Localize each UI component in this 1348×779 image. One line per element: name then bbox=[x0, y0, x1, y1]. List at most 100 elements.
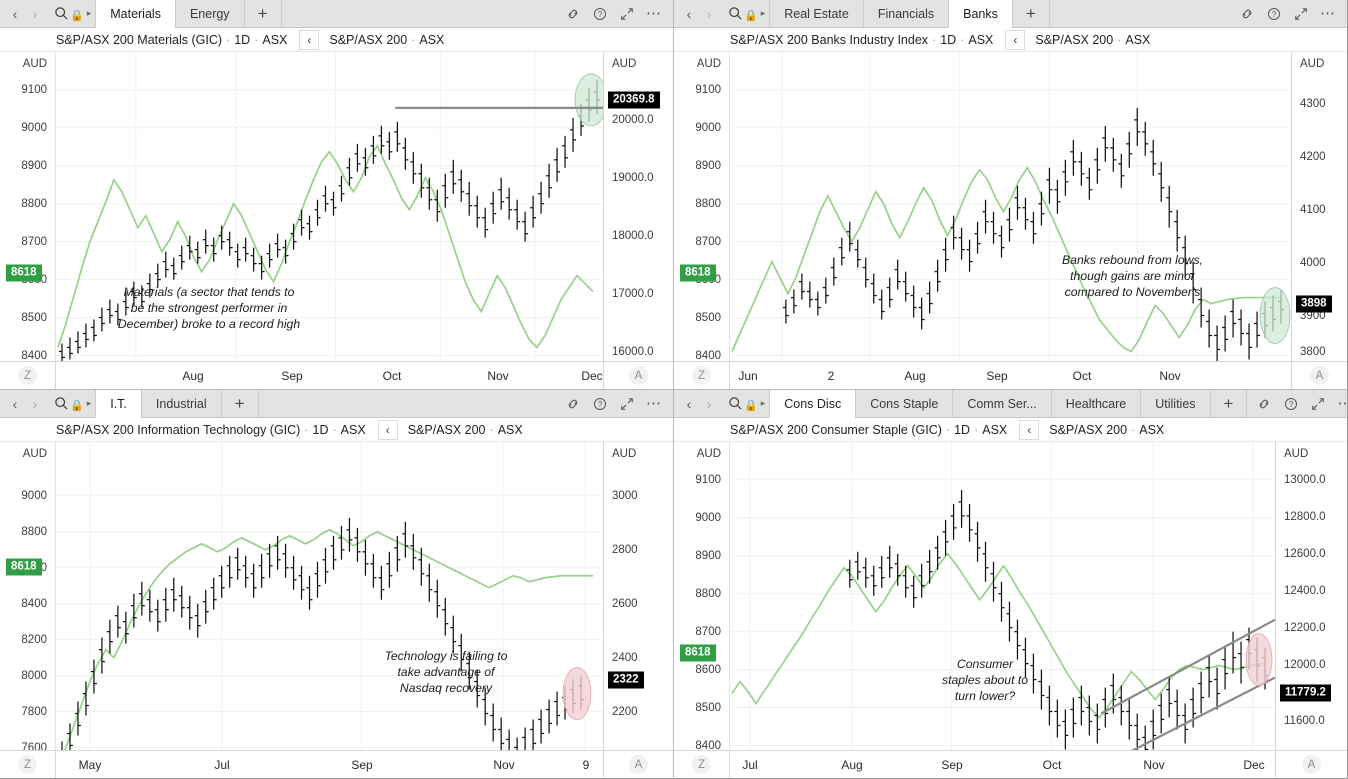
nav-back-icon[interactable]: ‹ bbox=[686, 395, 692, 412]
chart-exchange: ASX bbox=[340, 422, 366, 437]
price-axis-right[interactable]: AUD 20000.0 19000.0 18000.0 17000.0 1600… bbox=[603, 52, 673, 361]
link-icon[interactable] bbox=[1256, 396, 1271, 411]
axis-tick: 2800 bbox=[612, 544, 638, 556]
tab-cons-disc[interactable]: Cons Disc bbox=[769, 390, 856, 418]
plot-area-infotech[interactable]: Technology is failing to take advantage … bbox=[56, 442, 603, 750]
tab-utilities[interactable]: Utilities bbox=[1140, 390, 1209, 417]
symbol-search[interactable]: 🔒 ▸ bbox=[720, 390, 769, 417]
auto-scale-button[interactable]: A bbox=[1291, 362, 1347, 389]
lock-icon[interactable]: 🔒 bbox=[744, 400, 758, 412]
zoom-out-button[interactable]: Z bbox=[674, 362, 730, 389]
collapse-compare-button[interactable]: ‹ bbox=[377, 419, 398, 440]
plot-area-consumer[interactable]: Consumer staples about to turn lower? bbox=[730, 442, 1275, 750]
collapse-compare-button[interactable]: ‹ bbox=[299, 29, 320, 50]
plot-area-banks[interactable]: Banks rebound from lows, though gains ar… bbox=[730, 52, 1291, 361]
price-axis-left[interactable]: AUD 9100 9000 8900 8800 8700 8600 8500 8… bbox=[0, 52, 56, 362]
axis-tick: 19000.0 bbox=[612, 172, 654, 184]
chart-symbol[interactable]: S&P/ASX 200 Banks Industry Index bbox=[730, 32, 929, 47]
chart-interval[interactable]: 1D bbox=[940, 32, 957, 47]
add-tab-button[interactable]: + bbox=[220, 390, 258, 417]
chevron-right-icon[interactable]: ▸ bbox=[86, 8, 92, 18]
tab-banks[interactable]: Banks bbox=[948, 0, 1012, 28]
auto-scale-button[interactable]: A bbox=[603, 362, 673, 389]
chart-interval[interactable]: 1D bbox=[954, 422, 971, 437]
tab-it[interactable]: I.T. bbox=[95, 390, 141, 418]
chart-symbol[interactable]: S&P/ASX 200 Consumer Staple (GIC) bbox=[730, 422, 942, 437]
nav-back-icon[interactable]: ‹ bbox=[12, 5, 18, 22]
time-label-strip[interactable]: Jul Aug Sep Oct Nov Dec bbox=[730, 751, 1275, 778]
auto-scale-button[interactable]: A bbox=[1275, 751, 1347, 778]
chevron-right-icon[interactable]: ▸ bbox=[760, 8, 766, 18]
chevron-right-icon[interactable]: ▸ bbox=[760, 398, 766, 408]
symbol-search[interactable]: 🔒 ▸ bbox=[46, 0, 95, 27]
add-tab-button[interactable]: + bbox=[1209, 390, 1247, 417]
nav-forward-icon[interactable]: › bbox=[706, 395, 712, 412]
svg-text:?: ? bbox=[1289, 399, 1294, 408]
fullscreen-icon[interactable] bbox=[619, 396, 634, 411]
fullscreen-icon[interactable] bbox=[1310, 396, 1325, 411]
time-label-strip[interactable]: Jun 2 Aug Sep Oct Nov bbox=[730, 362, 1291, 389]
collapse-compare-button[interactable]: ‹ bbox=[1005, 29, 1026, 50]
tab-industrial[interactable]: Industrial bbox=[140, 390, 221, 417]
more-options-icon[interactable]: ⋯ bbox=[646, 4, 662, 22]
plot-area-materials[interactable]: Materials (a sector that tends to be the… bbox=[56, 52, 603, 361]
more-options-icon[interactable]: ⋯ bbox=[1337, 396, 1347, 411]
help-icon[interactable]: ? bbox=[592, 6, 607, 21]
time-label-strip[interactable]: Aug Sep Oct Nov Dec bbox=[56, 362, 603, 389]
tab-financials[interactable]: Financials bbox=[862, 0, 948, 27]
lock-icon[interactable]: 🔒 bbox=[70, 10, 84, 22]
more-options-icon[interactable]: ⋯ bbox=[646, 394, 662, 412]
lock-icon[interactable]: 🔒 bbox=[70, 400, 84, 412]
tab-label: Utilities bbox=[1155, 396, 1196, 411]
compare-symbol[interactable]: S&P/ASX 200 bbox=[329, 32, 408, 47]
help-icon[interactable]: ? bbox=[1283, 396, 1298, 411]
add-tab-button[interactable]: + bbox=[1011, 0, 1049, 27]
compare-symbol[interactable]: S&P/ASX 200 bbox=[407, 422, 486, 437]
tab-comm-services[interactable]: Comm Ser... bbox=[952, 390, 1050, 417]
help-icon[interactable]: ? bbox=[592, 396, 607, 411]
tab-healthcare[interactable]: Healthcare bbox=[1050, 390, 1140, 417]
price-axis-right[interactable]: AUD 3000 2800 2600 2400 2200 2322 bbox=[603, 442, 673, 750]
chart-interval[interactable]: 1D bbox=[312, 422, 329, 437]
fullscreen-icon[interactable] bbox=[1293, 6, 1308, 21]
auto-scale-button[interactable]: A bbox=[603, 751, 673, 778]
time-axis-consumer: Z Jul Aug Sep Oct Nov Dec A bbox=[674, 750, 1347, 778]
link-icon[interactable] bbox=[1239, 6, 1254, 21]
symbol-search[interactable]: 🔒 ▸ bbox=[46, 390, 95, 417]
tab-energy[interactable]: Energy bbox=[174, 0, 244, 27]
add-tab-label: + bbox=[257, 3, 268, 23]
symbol-search[interactable]: 🔒 ▸ bbox=[720, 0, 769, 27]
price-axis-right[interactable]: AUD 13000.0 12800.0 12600.0 12400.0 1220… bbox=[1275, 442, 1347, 764]
nav-back-icon[interactable]: ‹ bbox=[12, 395, 18, 412]
tab-cons-staple[interactable]: Cons Staple bbox=[855, 390, 952, 417]
chart-interval[interactable]: 1D bbox=[234, 32, 251, 47]
nav-forward-icon[interactable]: › bbox=[32, 395, 38, 412]
tab-real-estate[interactable]: Real Estate bbox=[769, 0, 863, 27]
link-icon[interactable] bbox=[565, 6, 580, 21]
help-icon[interactable]: ? bbox=[1266, 6, 1281, 21]
current-price-badge: 11779.2 bbox=[1280, 684, 1331, 702]
fullscreen-icon[interactable] bbox=[619, 6, 634, 21]
lock-icon[interactable]: 🔒 bbox=[744, 10, 758, 22]
add-tab-button[interactable]: + bbox=[243, 0, 281, 27]
price-axis-left[interactable]: AUD 9100 9000 8900 8800 8700 8600 8500 8… bbox=[674, 52, 730, 362]
link-icon[interactable] bbox=[565, 396, 580, 411]
tab-materials[interactable]: Materials bbox=[95, 0, 175, 28]
chart-symbol[interactable]: S&P/ASX 200 Information Technology (GIC) bbox=[56, 422, 301, 437]
zoom-out-button[interactable]: Z bbox=[674, 751, 730, 778]
price-axis-right[interactable]: AUD 4300 4200 4100 4000 3900 3800 3898 bbox=[1291, 52, 1347, 361]
zoom-out-button[interactable]: Z bbox=[0, 362, 56, 389]
time-label-strip[interactable]: May Jul Sep Nov 9 bbox=[56, 751, 603, 778]
collapse-compare-button[interactable]: ‹ bbox=[1019, 419, 1040, 440]
nav-back-icon[interactable]: ‹ bbox=[686, 5, 692, 22]
compare-symbol[interactable]: S&P/ASX 200 bbox=[1049, 422, 1128, 437]
price-axis-left[interactable]: AUD 9100 9000 8900 8800 8700 8600 8500 8… bbox=[674, 442, 730, 752]
price-axis-left[interactable]: AUD 9000 8800 8600 8400 8200 8000 7800 7… bbox=[0, 442, 56, 754]
zoom-out-button[interactable]: Z bbox=[0, 751, 56, 778]
chart-symbol[interactable]: S&P/ASX 200 Materials (GIC) bbox=[56, 32, 223, 47]
nav-forward-icon[interactable]: › bbox=[706, 5, 712, 22]
nav-forward-icon[interactable]: › bbox=[32, 5, 38, 22]
compare-symbol[interactable]: S&P/ASX 200 bbox=[1035, 32, 1114, 47]
more-options-icon[interactable]: ⋯ bbox=[1320, 4, 1336, 22]
chevron-right-icon[interactable]: ▸ bbox=[86, 398, 92, 408]
